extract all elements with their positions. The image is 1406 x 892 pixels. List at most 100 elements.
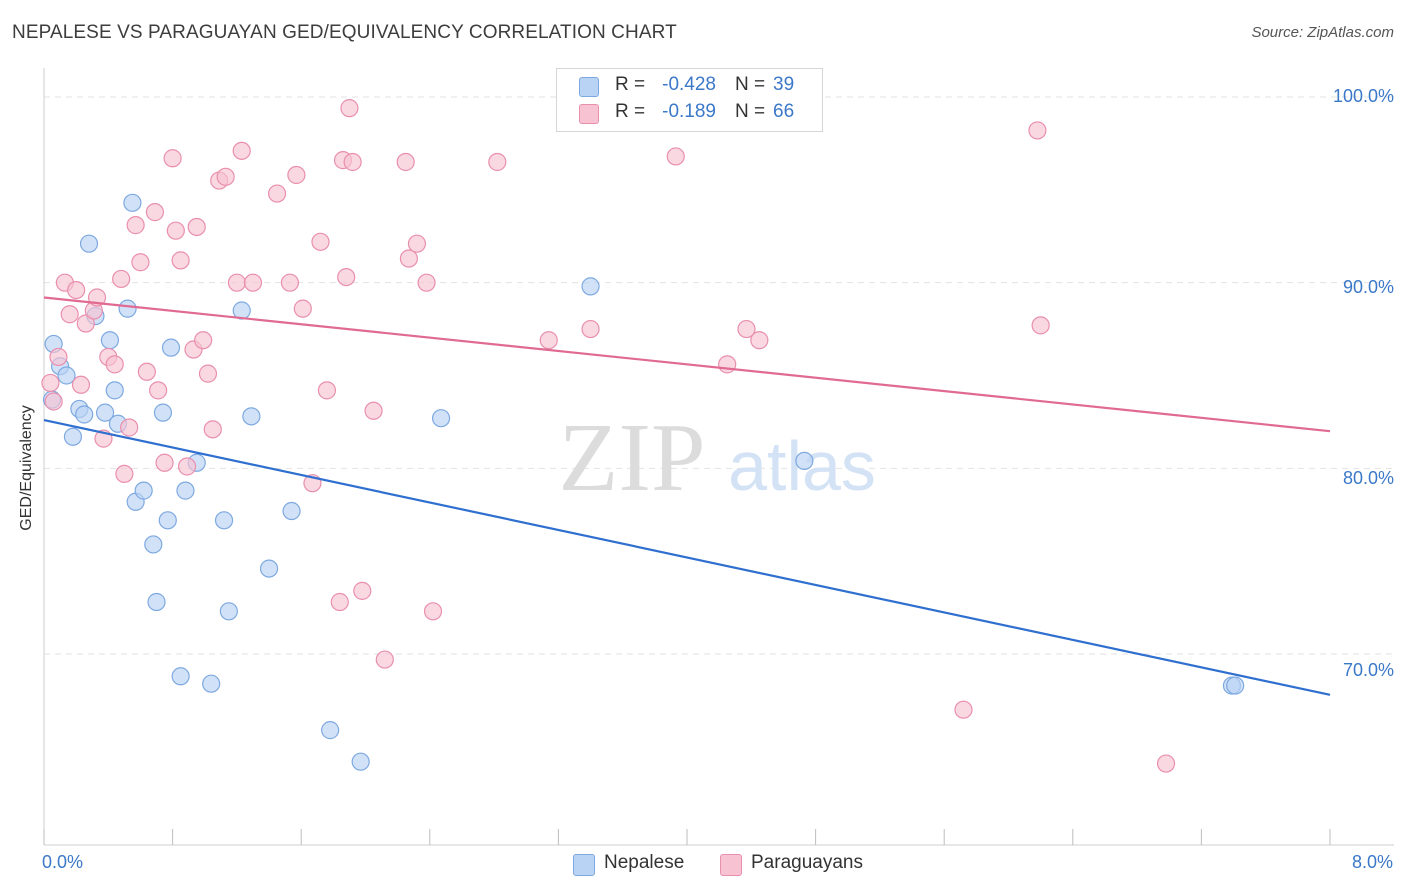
- paraguayan-point: [194, 331, 213, 350]
- paraguayan-point: [287, 165, 306, 185]
- paraguayan-swatch: [579, 104, 599, 124]
- r-label: R =: [615, 101, 646, 122]
- paraguayan-point: [41, 373, 60, 393]
- r-value: -0.189: [662, 101, 716, 122]
- chart-source: Source: ZipAtlas.com: [1251, 24, 1394, 41]
- nepalese-points: [42, 193, 1245, 771]
- paraguayan-point: [1031, 316, 1050, 335]
- y-tick-100: 100.0%: [1332, 86, 1394, 106]
- paraguayan-point: [488, 152, 507, 172]
- axes: [43, 68, 1394, 846]
- paraguayan-point: [581, 319, 600, 339]
- paraguayan-legend-swatch: [720, 854, 742, 876]
- nepalese-legend-swatch: [573, 854, 595, 876]
- paraguayan-points: [41, 99, 1176, 773]
- paraguayan-point: [364, 401, 383, 420]
- paraguayan-point: [311, 232, 330, 251]
- x-tick-min: 0.0%: [42, 852, 84, 872]
- paraguayan-point: [417, 273, 436, 292]
- r-label: R =: [615, 74, 646, 95]
- paraguayan-point: [396, 152, 415, 172]
- grid-lines: [44, 96, 1394, 655]
- nepalese-point: [351, 752, 370, 771]
- nepalese-legend-label: Nepalese: [604, 852, 685, 873]
- nepalese-point: [123, 193, 142, 212]
- trend-lines: [43, 296, 1331, 696]
- paraguayan-point: [137, 362, 156, 381]
- paraguayan-point: [163, 149, 182, 168]
- nepalese-point: [134, 481, 153, 500]
- n-label: N =: [735, 74, 766, 95]
- paraguayan-point: [131, 253, 150, 272]
- paraguayan-point: [1028, 121, 1047, 140]
- paraguayan-point: [423, 602, 443, 621]
- y-axis-label: GED/Equivalency: [18, 405, 35, 531]
- paraguayan-point: [149, 381, 168, 400]
- paraguayan-point: [737, 319, 756, 339]
- series-legend: Nepalese Paraguayans: [0, 852, 1406, 880]
- paraguayan-point: [337, 267, 356, 287]
- paraguayan-point: [155, 453, 174, 472]
- x-ticks: [43, 829, 1331, 845]
- paraguayan-point: [666, 147, 685, 166]
- nepalese-point: [1226, 676, 1245, 695]
- x-tick-max: 8.0%: [1351, 852, 1393, 872]
- nepalese-swatch: [579, 77, 599, 97]
- paraguayan-point: [126, 216, 145, 235]
- paraguayan-point: [750, 331, 769, 350]
- paraguayan-point: [76, 314, 95, 333]
- legend-row-paraguayans: R = -0.189 N = 66: [557, 101, 822, 129]
- n-label: N =: [735, 101, 766, 122]
- nepalese-point: [214, 511, 234, 530]
- paraguayan-point: [718, 355, 737, 374]
- y-tick-70: 70.0%: [1342, 660, 1394, 680]
- y-tick-90: 90.0%: [1342, 277, 1394, 297]
- paraguayan-point: [216, 167, 235, 186]
- nepalese-point: [75, 405, 94, 424]
- r-value: -0.428: [662, 74, 716, 95]
- paraguayan-point: [243, 273, 263, 292]
- nepalese-point: [144, 535, 163, 554]
- nepalese-point: [147, 592, 166, 612]
- legend-row-nepalese: R = -0.428 N = 39: [557, 74, 822, 102]
- nepalese-point: [795, 451, 814, 471]
- chart-title: NEPALESE VS PARAGUAYAN GED/EQUIVALENCY C…: [12, 22, 677, 43]
- paraguayan-point: [71, 375, 91, 394]
- nepalese-point: [79, 234, 99, 253]
- paraguayan-point: [330, 592, 349, 612]
- paraguayan-point: [227, 273, 246, 292]
- paraguayan-trend-line: [43, 296, 1331, 433]
- nepalese-point: [100, 331, 120, 350]
- paraguayan-point: [177, 457, 197, 476]
- nepalese-point: [158, 511, 177, 530]
- paraguayan-point: [187, 217, 206, 237]
- nepalese-point: [431, 409, 451, 428]
- n-value: 66: [773, 101, 795, 122]
- paraguayan-point: [67, 280, 86, 300]
- stats-legend: R = -0.428 N = 39 R = -0.189 N = 66: [556, 68, 823, 132]
- paraguayan-point: [340, 99, 359, 118]
- nepalese-point: [219, 602, 238, 621]
- paraguayan-point: [375, 650, 394, 669]
- nepalese-point: [242, 407, 261, 426]
- paraguayan-point: [407, 234, 427, 253]
- nepalese-point: [321, 721, 340, 740]
- paraguayan-point: [539, 331, 558, 350]
- n-value: 39: [773, 74, 795, 95]
- paraguayan-point: [232, 141, 251, 160]
- nepalese-point: [176, 481, 195, 500]
- nepalese-point: [259, 559, 279, 578]
- nepalese-point: [63, 427, 83, 446]
- paraguayan-point: [112, 269, 131, 289]
- paraguayan-point: [49, 347, 68, 367]
- nepalese-point: [171, 667, 190, 686]
- nepalese-point: [57, 366, 76, 385]
- paraguayan-point: [105, 355, 124, 374]
- paraguayan-legend-label: Paraguayans: [751, 852, 863, 873]
- watermark: ZIP atlas: [559, 404, 876, 512]
- paraguayan-point: [1156, 754, 1176, 773]
- nepalese-point: [105, 381, 124, 400]
- paraguayan-point: [203, 420, 222, 439]
- nepalese-trend-line: [43, 418, 1331, 696]
- nepalese-point: [202, 674, 221, 693]
